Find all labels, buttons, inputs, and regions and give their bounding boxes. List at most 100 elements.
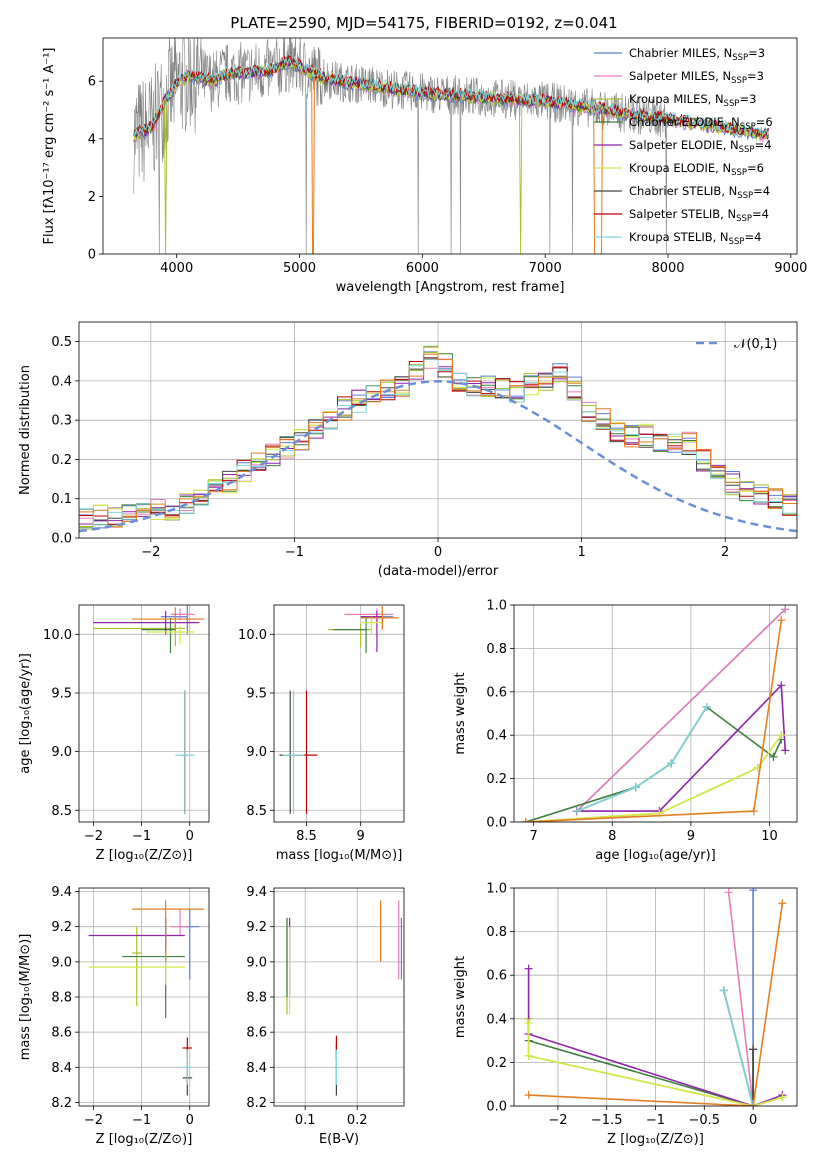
y-tick-label: 0.1 <box>51 492 72 507</box>
legend-label: Salpeter ELODIE, NSSP=4 <box>629 138 772 155</box>
y-tick-label: 0.2 <box>486 1056 507 1071</box>
axes-frame <box>513 604 798 823</box>
x-tick-label: −1 <box>132 829 151 844</box>
y-tick-label: 8.2 <box>51 1096 72 1111</box>
weight-line <box>576 608 786 812</box>
spectrum-data-line <box>133 38 669 254</box>
spectrum-legend: Chabrier MILES, NSSP=3 Salpeter MILES, NS… <box>594 46 773 247</box>
x-tick-label: 0 <box>186 829 194 844</box>
x-tick-label: 0 <box>434 545 442 560</box>
x-axis-label: Z [log₁₀(Z/Z⊙)] <box>607 1132 704 1147</box>
x-tick-label: 7 <box>530 829 538 844</box>
y-tick-label: 0.4 <box>51 374 72 389</box>
spectrum-model-kroupa-stelib <box>133 57 770 137</box>
y-axis-label: mass weight <box>453 956 468 1038</box>
legend-value: =3 <box>748 46 765 60</box>
x-axis-label: (data-model)/error <box>378 564 499 579</box>
axes-mass_vs_age: 8.5 9 8.5 9.0 9.5 10.0 mass [log₁₀(M/M⊙)] <box>238 604 405 863</box>
weight-line <box>525 734 782 822</box>
x-tick-label: −0.5 <box>689 1113 721 1128</box>
histogram-step <box>79 346 797 531</box>
x-tick-label: 1 <box>577 545 585 560</box>
x-tick-label: 6000 <box>406 261 439 276</box>
y-tick-label: 0.6 <box>486 969 507 984</box>
y-tick-label: 8.8 <box>51 991 72 1006</box>
axes-ebv_vs_mass: 0.1 0.2 8.2 8.4 8.6 8.8 9.0 9.2 9.4 E(B-V) <box>246 885 405 1147</box>
y-axis-label: mass weight <box>453 672 468 754</box>
weight-line <box>527 968 783 1106</box>
x-tick-label: 0.2 <box>347 1113 368 1128</box>
axes-spectrum: 4000 5000 6000 7000 8000 9000 0 2 4 6 wavelength [… <box>42 37 807 295</box>
y-tick-label: 9.4 <box>51 885 72 900</box>
histogram-step <box>79 346 797 525</box>
plot-area-Z_vs_age <box>93 605 205 814</box>
x-tick-label: 8000 <box>651 261 684 276</box>
x-tick-label: 8.5 <box>296 829 317 844</box>
legend-value: =4 <box>753 184 770 198</box>
x-axis-label: age [log₁₀(age/yr)] <box>595 848 716 863</box>
histogram-step <box>79 345 797 531</box>
x-tick-label: 7000 <box>529 261 562 276</box>
y-axis-label: Flux [fλ10⁻¹⁷ erg cm⁻² s⁻¹ A⁻¹] <box>42 48 57 245</box>
y-tick-label: 8.2 <box>246 1096 267 1111</box>
legend-value: =4 <box>752 207 769 221</box>
legend-subscript: SSP <box>737 191 753 201</box>
y-tick-label: 8.6 <box>51 1026 72 1041</box>
y-tick-label: 1.0 <box>486 882 507 897</box>
histogram-step <box>79 352 797 527</box>
weight-line <box>576 683 786 812</box>
axes-Z_vs_age: −2 −1 0 8.5 9.0 9.5 10.0 Z [log₁₀(Z/Z⊙)] age [lo… <box>18 604 210 863</box>
legend-subscript: SSP <box>736 214 752 224</box>
y-axis-label: Normed distribution <box>18 365 33 495</box>
y-tick-label: 0.0 <box>51 532 72 547</box>
y-tick-label: 8.5 <box>51 804 72 819</box>
y-tick-label: 4 <box>88 132 96 147</box>
legend-label: Salpeter STELIB, NSSP=4 <box>629 207 769 224</box>
x-axis-label: E(B-V) <box>319 1132 359 1147</box>
plot-area-ebv_vs_mass <box>286 900 402 1096</box>
plot-area-residuals <box>79 345 797 533</box>
y-tick-label: 10.0 <box>43 628 72 643</box>
x-tick-label: −1 <box>132 1113 151 1128</box>
y-tick-label: 0.8 <box>486 642 507 657</box>
histogram-step <box>79 358 797 526</box>
gaussian-curve <box>79 380 797 533</box>
legend-label: Kroupa STELIB, NSSP=4 <box>629 230 761 247</box>
legend-subscript: SSP <box>729 237 745 247</box>
axes-frame <box>102 37 798 255</box>
y-tick-label: 0.5 <box>51 335 72 350</box>
y-tick-label: 8.6 <box>246 1026 267 1041</box>
y-axis-label: mass [log₁₀(M/M⊙)] <box>18 934 33 1061</box>
y-tick-label: 9.0 <box>51 745 72 760</box>
axes-frame <box>273 604 405 823</box>
x-tick-label: −2 <box>84 1113 103 1128</box>
legend-subscript: SSP <box>731 168 747 178</box>
legend-value: =3 <box>747 69 764 83</box>
x-tick-label: −1 <box>285 545 304 560</box>
histogram-step <box>79 353 797 528</box>
x-tick-label: 5000 <box>283 261 316 276</box>
legend-subscript: SSP <box>740 122 756 132</box>
y-tick-label: 0.0 <box>486 816 507 831</box>
legend-label: Chabrier STELIB, NSSP=4 <box>629 184 770 201</box>
weight-line <box>727 892 754 1106</box>
spectrum-model-salpeter-stelib <box>133 56 769 140</box>
y-tick-label: 10.0 <box>238 628 267 643</box>
legend-subscript: SSP <box>732 53 748 63</box>
legend-label: Kroupa ELODIE, NSSP=6 <box>629 161 764 178</box>
y-tick-label: 0.4 <box>486 729 507 744</box>
y-tick-label: 9.0 <box>246 955 267 970</box>
plot-area-spectrum <box>133 38 770 254</box>
axes-frame <box>78 604 210 823</box>
plot-area-mass_vs_age <box>279 606 399 814</box>
y-tick-label: 8.4 <box>51 1061 72 1076</box>
histogram-step <box>79 357 797 521</box>
figure-title: PLATE=2590, MJD=54175, FIBERID=0192, z=0… <box>230 14 617 32</box>
weight-line <box>527 1023 783 1106</box>
legend-value: =6 <box>747 161 764 175</box>
x-tick-label: 0 <box>186 1113 194 1128</box>
weight-line <box>528 990 754 1106</box>
x-tick-label: 2 <box>721 545 729 560</box>
x-tick-label: −2 <box>84 829 103 844</box>
